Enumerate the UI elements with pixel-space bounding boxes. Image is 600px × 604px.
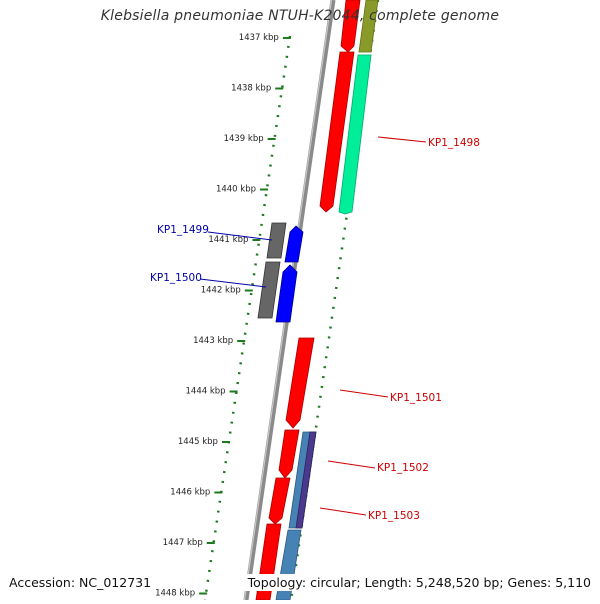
gene-arrow-red-4[interactable]: [278, 429, 300, 479]
tick-label: 1448 kbp: [155, 589, 195, 599]
gene-arrow-red-3[interactable]: [285, 337, 315, 429]
gene-label-kp1-1500[interactable]: KP1_1500: [150, 272, 202, 284]
gene-label-kp1-1499[interactable]: KP1_1499: [157, 224, 209, 236]
genome-summary: Topology: circular; Length: 5,248,520 bp…: [244, 574, 594, 591]
tick-label: 1441 kbp: [208, 235, 248, 245]
gene-arrow-purple[interactable]: [295, 431, 317, 529]
accession-label: Accession: NC_012731: [6, 574, 155, 591]
tick-label: 1447 kbp: [163, 538, 203, 548]
gene-arrow-green[interactable]: [338, 54, 372, 215]
cds-track-forward: [255, 0, 361, 601]
gene-arrow-gray-1[interactable]: [266, 222, 287, 259]
tick-label: 1437 kbp: [239, 33, 279, 43]
tick-label: 1445 kbp: [178, 437, 218, 447]
gene-label-kp1-1501[interactable]: KP1_1501: [390, 392, 442, 404]
gene-label-kp1-1502[interactable]: KP1_1502: [377, 462, 429, 474]
gene-arrow-blue-1[interactable]: [284, 225, 304, 263]
tick-label: 1444 kbp: [186, 387, 226, 397]
gene-arrow-blue-2[interactable]: [275, 264, 298, 323]
gene-label-kp1-1503[interactable]: KP1_1503: [368, 510, 420, 522]
gene-arrow-red-2[interactable]: [319, 51, 355, 213]
gene-labels: KP1_1498 KP1_1499 KP1_1500 KP1_1501 KP1_…: [150, 137, 480, 522]
cds-track-reverse: [257, 222, 304, 323]
gene-arrow-red-1[interactable]: [340, 0, 361, 53]
tick-label: 1446 kbp: [170, 488, 210, 498]
gene-arrow-red-5[interactable]: [268, 477, 291, 525]
tick-label: 1442 kbp: [201, 286, 241, 296]
gene-arrow-olive[interactable]: [358, 0, 379, 53]
tick-label: 1440 kbp: [216, 185, 256, 195]
tick-marks: 1437 kbp 1438 kbp 1439 kbp 1440 kbp 1441 kbp…: [155, 33, 291, 599]
gene-arrow-gray-2[interactable]: [257, 261, 281, 319]
tick-label: 1443 kbp: [193, 336, 233, 346]
tick-label: 1439 kbp: [224, 134, 264, 144]
label-leaders: [199, 136, 427, 516]
gene-label-kp1-1498[interactable]: KP1_1498: [428, 137, 480, 149]
tick-label: 1438 kbp: [231, 84, 271, 94]
genome-title: Klebsiella pneumoniae NTUH-K2044, comple…: [100, 8, 500, 24]
